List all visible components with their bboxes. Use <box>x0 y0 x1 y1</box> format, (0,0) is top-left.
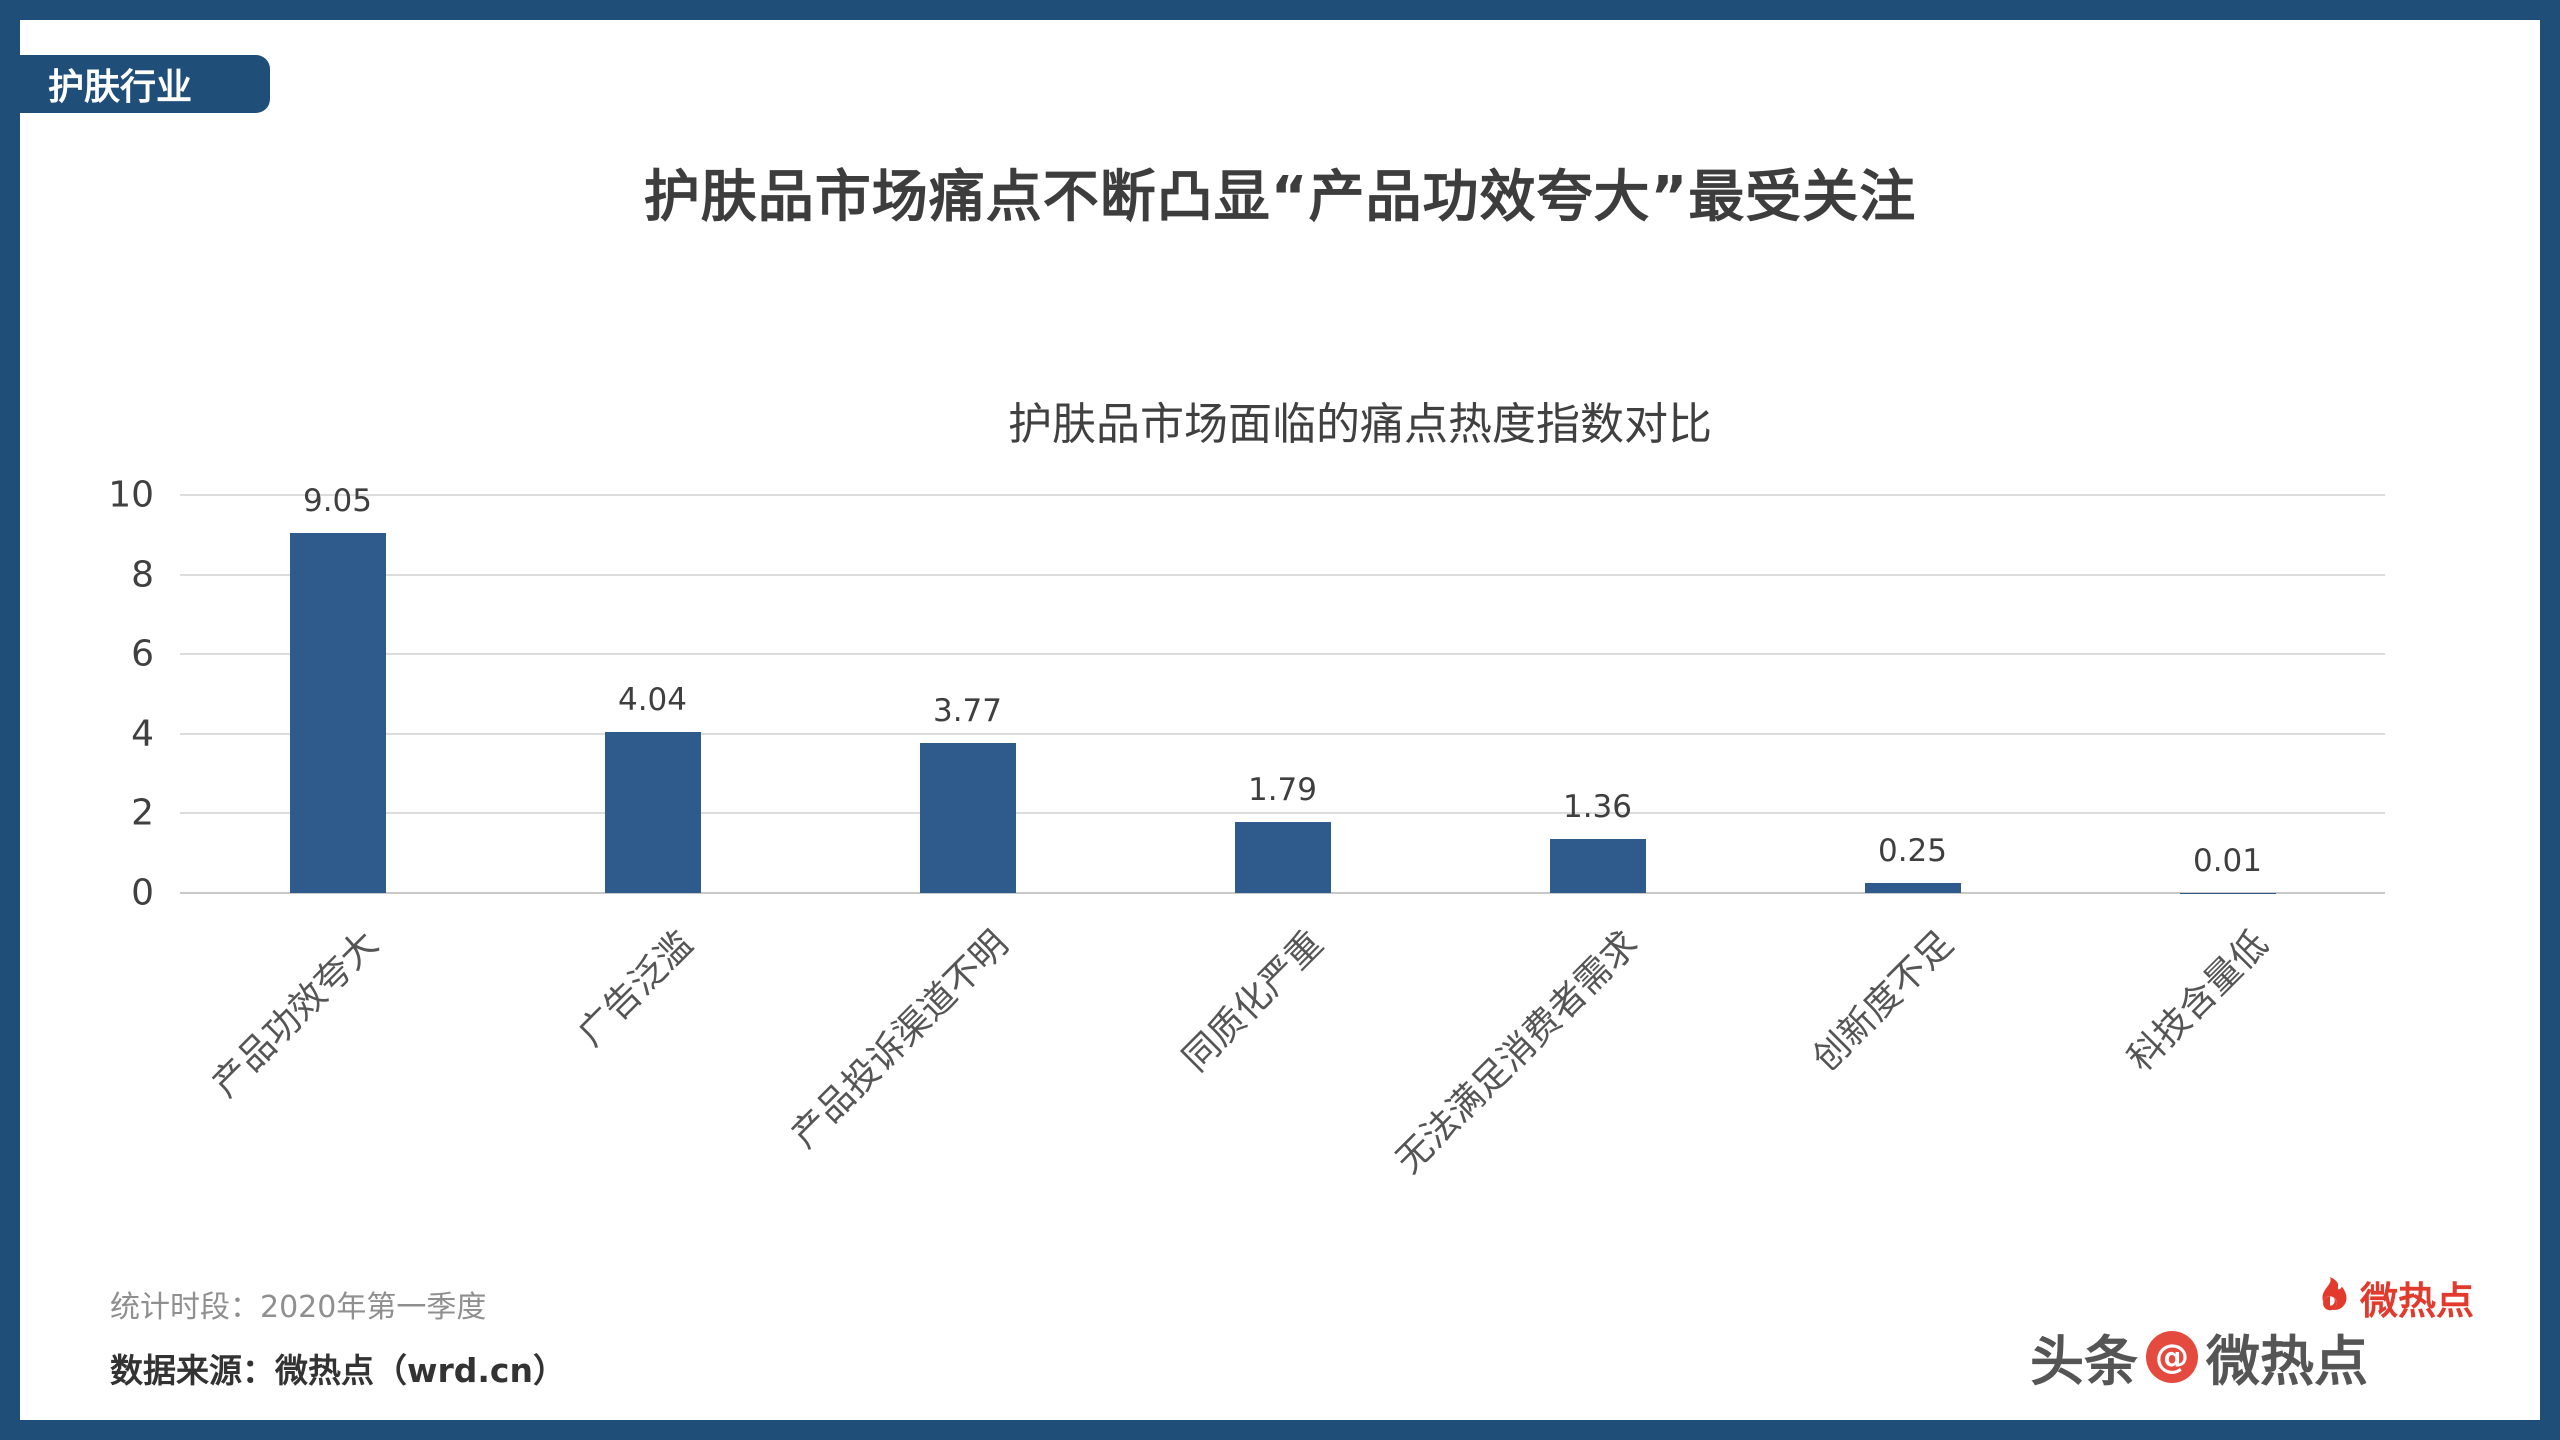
watermark: 头条 @ 微热点 微热点 <box>2030 1276 2474 1406</box>
x-axis-category-label: 同质化严重 <box>1175 923 1332 1080</box>
bar <box>1234 821 1331 893</box>
bar <box>289 532 386 893</box>
y-axis-tick-label: 2 <box>131 792 154 834</box>
industry-tab: 护肤行业 <box>20 55 270 113</box>
y-axis-tick-label: 8 <box>131 554 154 596</box>
gridline <box>180 892 2385 894</box>
y-axis-tick-label: 10 <box>108 474 154 516</box>
x-axis-category-label: 无法满足消费者需求 <box>1388 923 1647 1182</box>
watermark-gray-right: 微热点 <box>2206 1330 2368 1393</box>
watermark-red-brand: 微热点 <box>2306 1270 2474 1325</box>
bar-value-label: 3.77 <box>932 692 1003 729</box>
bar <box>1864 883 1961 893</box>
bar-value-label: 1.36 <box>1562 788 1633 825</box>
flame-logo-icon <box>2322 1276 2347 1310</box>
bar-value-label: 9.05 <box>302 482 373 519</box>
watermark-red-label: 微热点 <box>2359 1279 2474 1323</box>
y-axis-tick-label: 4 <box>131 713 154 755</box>
bar <box>604 732 701 893</box>
bar-value-label: 4.04 <box>617 682 688 719</box>
watermark-gray-left: 头条 <box>2030 1330 2138 1393</box>
chart-title: 护肤品市场面临的痛点热度指数对比 <box>1008 399 1712 450</box>
x-axis-category-label: 创新度不足 <box>1805 923 1962 1080</box>
bar-value-label: 0.25 <box>1877 833 1948 870</box>
gridline <box>180 573 2385 576</box>
y-axis-tick-label: 0 <box>131 872 154 914</box>
plot-area: 0 2 4 6 8 10 9.05 产品功效夸大 4.04 广告泛滥 3.77 产品投诉渠道不明 1.7… <box>108 475 2385 1181</box>
stat-period: 统计时段：2020年第一季度 <box>110 1290 487 1325</box>
x-axis-category-label: 产品功效夸大 <box>205 923 387 1106</box>
x-axis-category-label: 广告泛滥 <box>571 923 702 1055</box>
y-axis-tick-label: 6 <box>131 633 154 675</box>
data-source: 数据来源：微热点（wrd.cn） <box>110 1351 566 1390</box>
gridline <box>180 732 2385 735</box>
industry-tab-label: 护肤行业 <box>48 67 193 108</box>
brand-emblem-icon: @ <box>2146 1330 2198 1383</box>
x-axis-category-label: 科技含量低 <box>2120 923 2277 1080</box>
gridline <box>180 494 2385 496</box>
x-axis-category-label: 产品投诉渠道不明 <box>784 923 1017 1157</box>
gridline <box>180 812 2385 815</box>
watermark-gray-brand: 头条 @ 微热点 <box>2030 1317 2368 1396</box>
bar <box>1549 838 1646 893</box>
bar-value-label: 0.01 <box>2192 842 2263 879</box>
bar <box>919 742 1016 893</box>
page-title: 护肤品市场痛点不断凸显“产品功效夸大”最受关注 <box>643 165 1917 230</box>
gridline <box>180 653 2385 656</box>
bar-value-label: 1.79 <box>1247 771 1318 808</box>
